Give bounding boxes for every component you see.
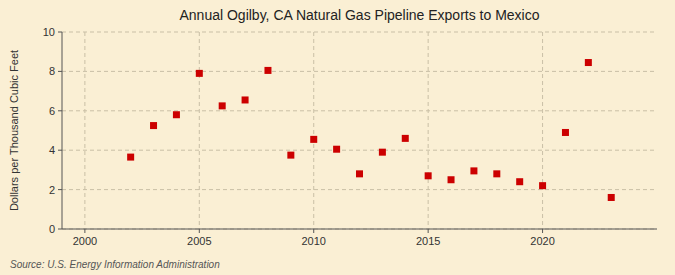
point: [150, 122, 157, 129]
point: [264, 67, 271, 74]
x-grid-line: [84, 32, 85, 229]
x-tick-label: 2015: [416, 235, 440, 247]
title: Annual Ogilby, CA Natural Gas Pipeline E…: [179, 7, 539, 23]
point: [333, 146, 340, 153]
y-tick-label: 6: [49, 105, 55, 117]
x-grid-line: [199, 32, 200, 229]
y-axis-line: [62, 32, 63, 229]
y-grid-line: [62, 110, 657, 111]
point: [493, 170, 500, 177]
points: [127, 59, 615, 201]
x-tick-label: 2010: [301, 235, 325, 247]
x-tick: [84, 229, 85, 233]
y-grid-line: [62, 71, 657, 72]
y-tick-label: 2: [49, 184, 55, 196]
y-tick: [58, 71, 62, 72]
axes: 2000 2005 2010 2015 2020 0 2 4 6 8 10: [43, 26, 657, 247]
point: [196, 70, 203, 77]
y-axis-label: Dollars per Thousand Cubic Feet: [8, 50, 20, 211]
chart-container: 2000 2005 2010 2015 2020 0 2 4 6 8 10 Dollars per T…: [0, 0, 675, 275]
y-grid-line: [62, 150, 657, 151]
x-grid-line: [313, 32, 314, 229]
point: [379, 149, 386, 156]
x-tick: [199, 229, 200, 233]
point: [516, 178, 523, 185]
y-tick: [58, 189, 62, 190]
x-grid-line: [428, 32, 429, 229]
y-tick: [58, 32, 62, 33]
point: [402, 135, 409, 142]
point: [356, 170, 363, 177]
point: [608, 194, 615, 201]
y-grid-line: [62, 189, 657, 190]
point: [310, 136, 317, 143]
grid: [62, 32, 657, 229]
x-tick: [313, 229, 314, 233]
point: [219, 102, 226, 109]
y-tick: [58, 229, 62, 230]
y-tick-label: 0: [49, 223, 55, 235]
point: [585, 59, 592, 66]
x-tick-label: 2000: [73, 235, 97, 247]
x-tick-label: 2005: [187, 235, 211, 247]
point: [470, 167, 477, 174]
source-note: Source: U.S. Energy Information Administ…: [10, 259, 220, 270]
y-grid-line: [62, 32, 657, 33]
point: [448, 176, 455, 183]
point: [287, 152, 294, 159]
y-tick-label: 10: [43, 26, 55, 38]
chart-svg: 2000 2005 2010 2015 2020 0 2 4 6 8 10 Dollars per T…: [0, 0, 675, 275]
x-tick: [542, 229, 543, 233]
point: [562, 129, 569, 136]
point: [127, 154, 134, 161]
point: [242, 96, 249, 103]
x-grid-line: [542, 32, 543, 229]
y-tick-label: 4: [49, 144, 55, 156]
x-tick: [428, 229, 429, 233]
y-tick-label: 8: [49, 65, 55, 77]
x-tick-label: 2020: [530, 235, 554, 247]
y-tick: [58, 110, 62, 111]
y-grid-line: [62, 229, 657, 230]
point: [173, 111, 180, 118]
point: [539, 182, 546, 189]
point: [425, 172, 432, 179]
y-tick: [58, 150, 62, 151]
x-axis-line: [62, 229, 657, 230]
